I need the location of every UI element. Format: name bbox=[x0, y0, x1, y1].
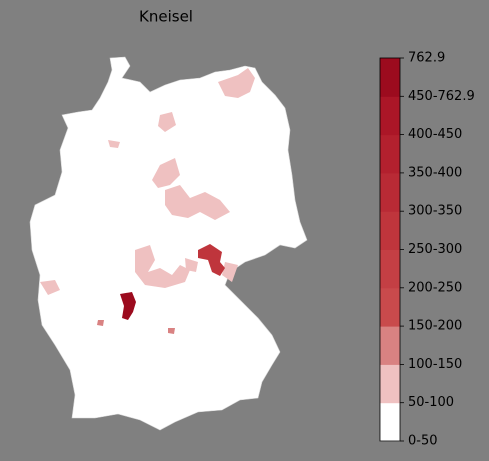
colorbar-segment bbox=[380, 96, 400, 136]
colorbar-segment bbox=[380, 249, 400, 289]
colorbar-label: 50-100 bbox=[408, 395, 454, 410]
colorbar-label: 450-762.9 bbox=[408, 89, 475, 104]
district bbox=[185, 258, 198, 272]
colorbar-label: 200-250 bbox=[408, 280, 462, 295]
district bbox=[152, 158, 180, 188]
district bbox=[158, 112, 176, 132]
district bbox=[165, 185, 230, 220]
colorbar-label: 300-350 bbox=[408, 204, 462, 219]
district bbox=[40, 280, 60, 295]
colorbar-segment bbox=[380, 172, 400, 212]
colorbar-segment bbox=[380, 58, 400, 97]
colorbar: 0-50 50-100 100-150 150-200 200-250 250-300 30… bbox=[379, 51, 475, 449]
district bbox=[168, 328, 175, 334]
colorbar-segment bbox=[380, 326, 400, 365]
map-title: Kneisel bbox=[139, 8, 193, 26]
colorbar-segment bbox=[380, 211, 400, 250]
district bbox=[222, 262, 238, 282]
districts-colored bbox=[40, 68, 255, 334]
colorbar-label: 0-50 bbox=[408, 434, 438, 449]
colorbar-segment bbox=[380, 402, 400, 442]
district bbox=[108, 140, 120, 148]
district bbox=[97, 320, 104, 326]
district bbox=[135, 245, 190, 288]
country-outline bbox=[29, 56, 308, 431]
colorbar-segment bbox=[380, 364, 400, 404]
district bbox=[218, 68, 255, 98]
colorbar-label: 100-150 bbox=[408, 357, 462, 372]
district bbox=[120, 292, 136, 320]
colorbar-segment bbox=[380, 134, 400, 174]
colorbar-label: 350-400 bbox=[408, 165, 462, 180]
colorbar-label: 762.9 bbox=[408, 51, 445, 66]
colorbar-label: 250-300 bbox=[408, 242, 462, 257]
germany-map bbox=[29, 56, 308, 431]
district bbox=[198, 244, 225, 276]
colorbar-segment bbox=[380, 287, 400, 327]
colorbar-label: 400-450 bbox=[408, 127, 462, 142]
colorbar-label: 150-200 bbox=[408, 319, 462, 334]
